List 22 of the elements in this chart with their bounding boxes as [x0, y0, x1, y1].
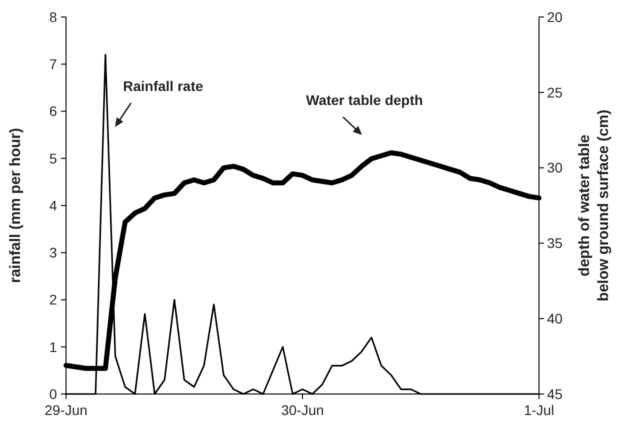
- y2-tick-label: 45: [547, 386, 563, 402]
- x-tick-label: 1-Jul: [524, 402, 554, 418]
- y-tick-label: 7: [49, 56, 58, 72]
- y2-tick-label: 25: [547, 84, 563, 100]
- annotation: Water table depth: [306, 92, 423, 108]
- x-tick-label: 30-Jun: [281, 402, 324, 418]
- y2-tick-label: 30: [547, 160, 563, 176]
- y2-axis-title: depth of water table below ground surface (cm): [576, 110, 612, 302]
- y2-tick-label: 40: [547, 310, 563, 326]
- y-tick-label: 4: [49, 197, 58, 214]
- y-tick-label: 3: [49, 244, 58, 261]
- y-tick-label: 1: [49, 338, 58, 355]
- y2-tick-label: 35: [547, 235, 563, 252]
- y-tick-label: 6: [49, 103, 58, 120]
- y-tick-label: 8: [49, 8, 58, 25]
- y-tick-label: 5: [49, 150, 58, 166]
- x-tick-label: 29-Jun: [44, 402, 88, 418]
- y2-tick-label: 20: [547, 8, 563, 25]
- y-tick-label: 0: [49, 386, 58, 402]
- annotation: Rainfall rate: [123, 78, 204, 94]
- y-tick-label: 2: [49, 292, 58, 308]
- y-axis-title: rainfall (mm per hour): [7, 128, 24, 284]
